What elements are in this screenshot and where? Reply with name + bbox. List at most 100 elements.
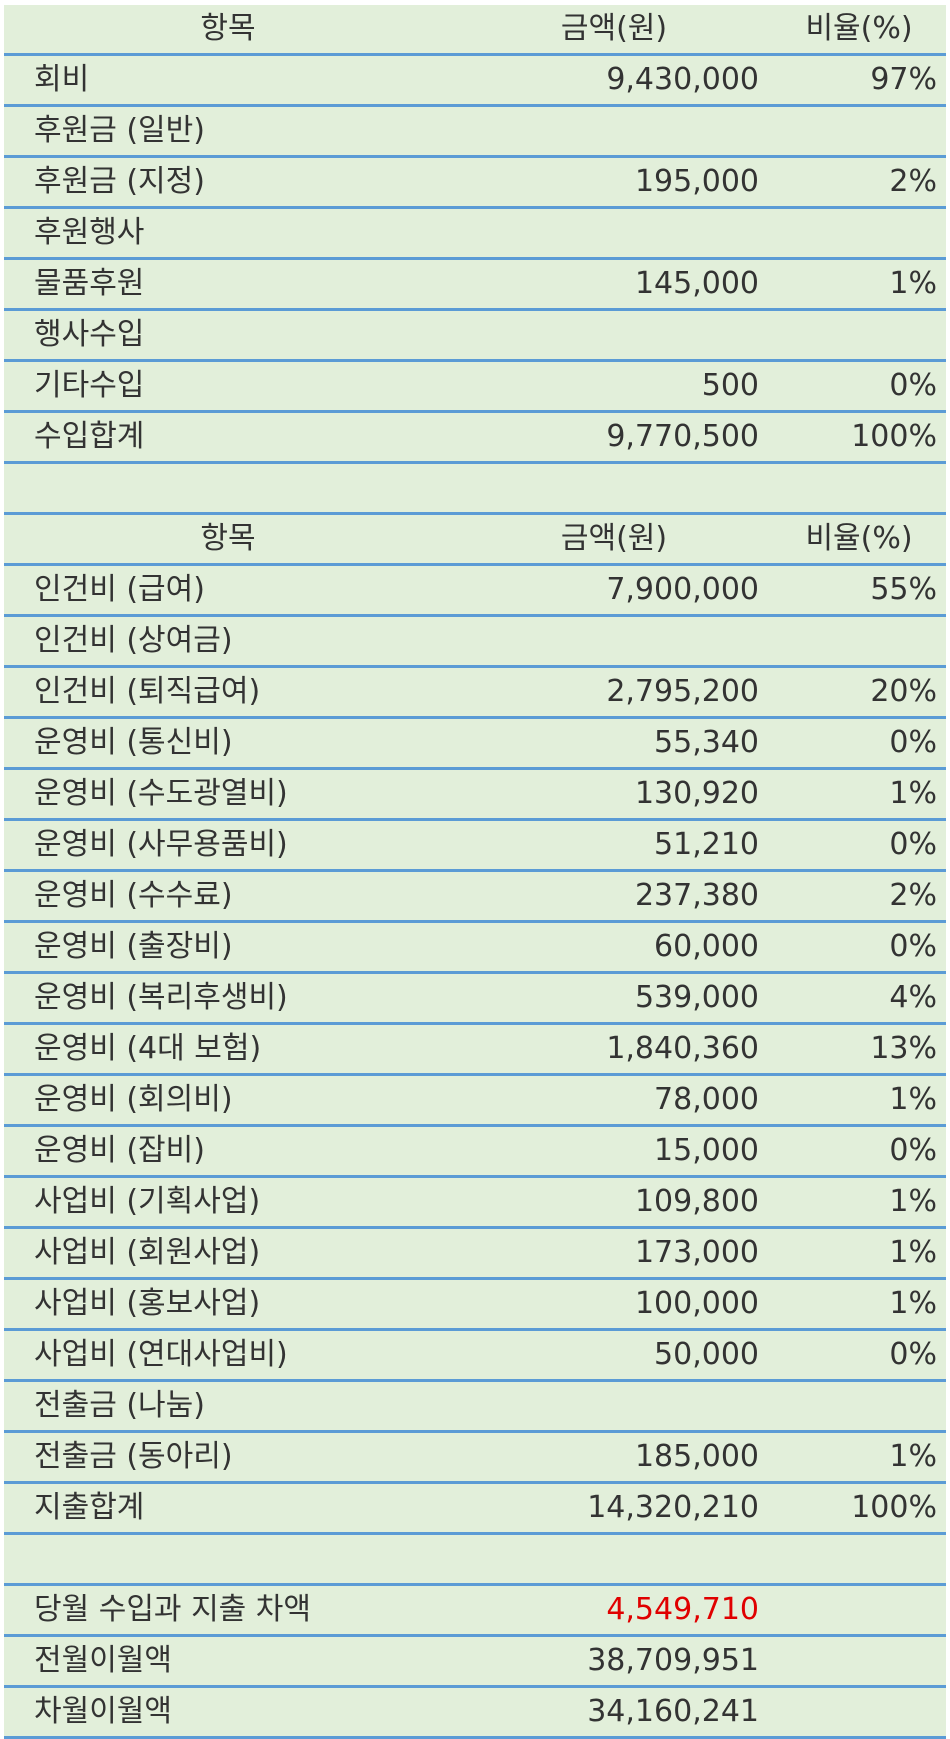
ratio: 1%: [889, 266, 937, 301]
amount: 237,380: [634, 878, 759, 913]
ratio: 4%: [889, 980, 937, 1015]
ratio: 0%: [889, 1133, 937, 1168]
item-label: 운영비 (사무용품비): [34, 827, 288, 862]
item-label: 운영비 (통신비): [34, 725, 233, 760]
item-label: 인건비 (퇴직급여): [34, 674, 261, 709]
ratio: 1%: [889, 1082, 937, 1117]
item-label: 물품후원: [34, 266, 145, 301]
ratio: 97%: [870, 62, 937, 97]
ratio: 2%: [889, 878, 937, 913]
table-row: 기타수입 500 0%: [4, 362, 946, 413]
item-label: 지출합계: [34, 1490, 145, 1525]
item-label: 전월이월액: [34, 1643, 172, 1678]
amount: 109,800: [634, 1184, 759, 1219]
amount: 38,709,951: [587, 1643, 759, 1678]
table-row: 행사수입: [4, 311, 946, 362]
item-label: 사업비 (회원사업): [34, 1235, 261, 1270]
table-row: 인건비 (퇴직급여) 2,795,200 20%: [4, 668, 946, 719]
ratio: 0%: [889, 929, 937, 964]
ratio: 1%: [889, 1439, 937, 1474]
summary-row: 차월이월액 34,160,241: [4, 1688, 946, 1739]
ratio: 1%: [889, 1235, 937, 1270]
item-label: 기타수입: [34, 368, 145, 403]
item-label: 차월이월액: [34, 1694, 172, 1729]
item-label: 운영비 (잡비): [34, 1133, 205, 1168]
amount: 130,920: [634, 776, 759, 811]
ratio: 2%: [889, 164, 937, 199]
item-label: 운영비 (4대 보험): [34, 1031, 262, 1066]
header-cell: 비율(%): [805, 11, 913, 46]
item-label: 후원행사: [34, 215, 145, 250]
amount: 14,320,210: [587, 1490, 759, 1525]
table-row: 운영비 (4대 보험) 1,840,360 13%: [4, 1025, 946, 1076]
table-row: 물품후원 145,000 1%: [4, 260, 946, 311]
item-label: 수입합계: [34, 419, 145, 454]
table-row: 운영비 (출장비) 60,000 0%: [4, 923, 946, 974]
header-cell: 금액(원): [560, 521, 668, 556]
table-row: 전출금 (동아리) 185,000 1%: [4, 1433, 946, 1484]
amount: 15,000: [654, 1133, 759, 1168]
item-label: 운영비 (수도광열비): [34, 776, 288, 811]
amount: 7,900,000: [606, 572, 759, 607]
item-label: 인건비 (급여): [34, 572, 205, 607]
table-row: 운영비 (수도광열비) 130,920 1%: [4, 770, 946, 821]
ratio: 100%: [851, 1490, 937, 1525]
item-label: 후원금 (지정): [34, 164, 205, 199]
ratio: 20%: [870, 674, 937, 709]
item-label: 당월 수입과 지출 차액: [34, 1592, 312, 1627]
table-row: 운영비 (통신비) 55,340 0%: [4, 719, 946, 770]
amount: 2,795,200: [606, 674, 759, 709]
item-label: 사업비 (연대사업비): [34, 1337, 288, 1372]
header-cell: 금액(원): [560, 11, 668, 46]
item-label: 인건비 (상여금): [34, 623, 233, 658]
header-cell: 항목: [200, 11, 256, 46]
ratio: 100%: [851, 419, 937, 454]
amount: 145,000: [634, 266, 759, 301]
amount: 539,000: [634, 980, 759, 1015]
item-label: 사업비 (홍보사업): [34, 1286, 261, 1321]
item-label: 사업비 (기획사업): [34, 1184, 261, 1219]
amount: 51,210: [654, 827, 759, 862]
ratio: 55%: [870, 572, 937, 607]
table-row: 인건비 (상여금): [4, 617, 946, 668]
ratio: 1%: [889, 776, 937, 811]
header-row: 항목 금액(원) 비율(%): [4, 515, 946, 566]
spacer-row: [4, 464, 946, 515]
item-label: 전출금 (나눔): [34, 1388, 205, 1423]
item-label: 회비: [34, 62, 90, 97]
amount: 173,000: [634, 1235, 759, 1270]
amount: 185,000: [634, 1439, 759, 1474]
ratio: 1%: [889, 1184, 937, 1219]
ratio: 0%: [889, 827, 937, 862]
table-row: 인건비 (급여) 7,900,000 55%: [4, 566, 946, 617]
amount: 1,840,360: [606, 1031, 759, 1066]
amount: 195,000: [634, 164, 759, 199]
amount: 78,000: [654, 1082, 759, 1117]
table-row: 전출금 (나눔): [4, 1382, 946, 1433]
amount: 9,770,500: [606, 419, 759, 454]
item-label: 후원금 (일반): [34, 113, 205, 148]
table-row: 운영비 (회의비) 78,000 1%: [4, 1076, 946, 1127]
table-row: 회비 9,430,000 97%: [4, 56, 946, 107]
table-row: 사업비 (연대사업비) 50,000 0%: [4, 1331, 946, 1382]
spacer-row: [4, 1535, 946, 1586]
ratio: 0%: [889, 725, 937, 760]
table-row: 운영비 (사무용품비) 51,210 0%: [4, 821, 946, 872]
amount: 34,160,241: [587, 1694, 759, 1729]
ratio: 13%: [870, 1031, 937, 1066]
item-label: 운영비 (회의비): [34, 1082, 233, 1117]
amount: 4,549,710: [606, 1592, 759, 1627]
amount: 9,430,000: [606, 62, 759, 97]
header-cell: 비율(%): [805, 521, 913, 556]
ratio: 1%: [889, 1286, 937, 1321]
table-row: 수입합계 9,770,500 100%: [4, 413, 946, 464]
table-row: 사업비 (기획사업) 109,800 1%: [4, 1178, 946, 1229]
table-row: 사업비 (회원사업) 173,000 1%: [4, 1229, 946, 1280]
amount: 55,340: [654, 725, 759, 760]
sheet: 항목 금액(원) 비율(%) 회비 9,430,000 97% 후원금 (일반) 후원금 (지…: [4, 5, 946, 1739]
summary-row: 전월이월액 38,709,951: [4, 1637, 946, 1688]
header-cell: 항목: [200, 521, 256, 556]
ratio: 0%: [889, 1337, 937, 1372]
table-row: 사업비 (홍보사업) 100,000 1%: [4, 1280, 946, 1331]
